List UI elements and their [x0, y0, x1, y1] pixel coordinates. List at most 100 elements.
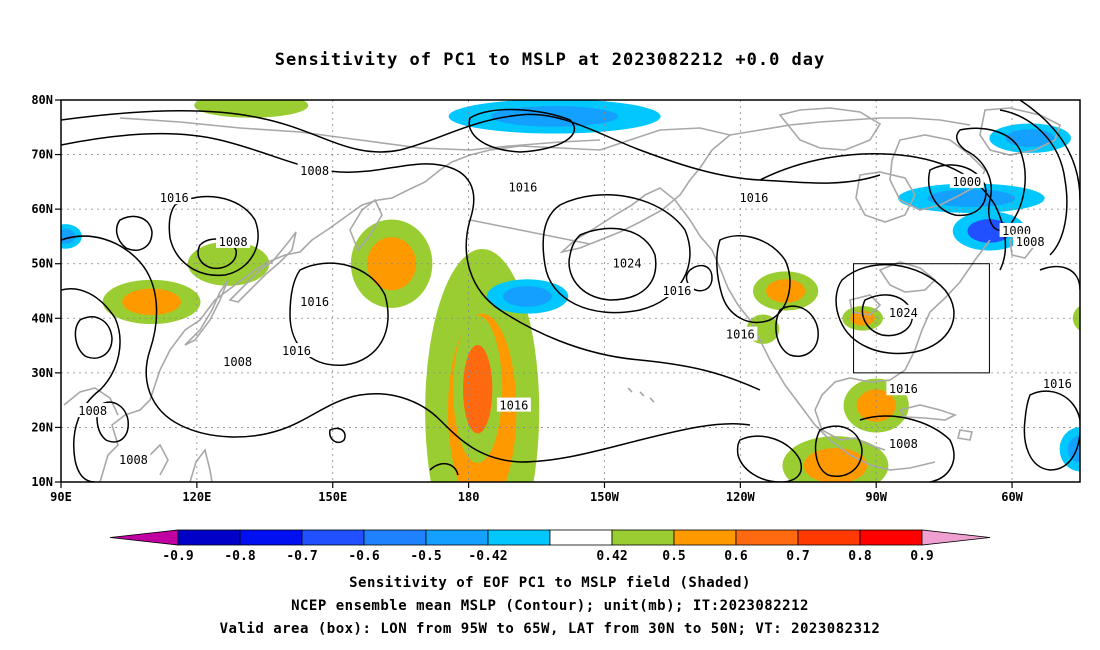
lon-label: 150W — [590, 490, 620, 504]
contour-label-bg — [279, 343, 314, 358]
contour-label: 1016 — [726, 328, 755, 342]
shading-blob — [1067, 436, 1080, 463]
colorbar-segment — [611, 529, 675, 546]
colorbar-label: 0.7 — [786, 549, 809, 564]
contour-label-bg — [949, 173, 984, 188]
caption-line-1: Sensitivity of EOF PC1 to MSLP field (Sh… — [349, 575, 751, 591]
shading-blob — [753, 320, 773, 339]
contour-label-bg — [736, 190, 771, 205]
caption-line-2: NCEP ensemble mean MSLP (Contour); unit(… — [291, 598, 809, 614]
contour-label: 1008 — [889, 437, 918, 451]
coastlines — [63, 107, 1061, 482]
colorbar-label: 0.42 — [596, 549, 627, 564]
contour-label: 1008 — [119, 453, 148, 467]
colorbar-segment — [363, 529, 427, 546]
colorbar-high-arrow — [921, 529, 991, 546]
colorbar-label: 0.6 — [724, 549, 748, 564]
contour-label: 1008 — [300, 164, 329, 178]
contour-label-bg — [723, 326, 758, 341]
map-frame — [60, 99, 1081, 483]
contour-label: 1016 — [739, 191, 768, 205]
contour-label: 1016 — [508, 180, 537, 194]
shading-blob — [1079, 314, 1080, 322]
lat-label: 20N — [31, 420, 53, 434]
axis-ticks — [55, 99, 1013, 488]
contour-label-bg — [1013, 233, 1048, 248]
contour-label-layer: 1008101610161016100010001008100810241016… — [75, 162, 1075, 467]
colorbar-segment — [735, 529, 799, 546]
chart-title: Sensitivity of PC1 to MSLP at 2023082212… — [274, 50, 826, 70]
shading-blob — [216, 100, 286, 113]
colorbar-label: -0.6 — [348, 549, 379, 564]
contour-label-bg — [496, 397, 531, 412]
lon-label: 60W — [1001, 490, 1023, 504]
lon-label: 120W — [726, 490, 756, 504]
colorbar-segment — [859, 529, 923, 546]
colorbar-label: -0.5 — [410, 549, 441, 564]
colorbar-segment — [239, 529, 303, 546]
contour-label-bg — [297, 293, 332, 308]
colorbar-segment — [549, 529, 613, 546]
shading-blob — [766, 279, 806, 303]
contour-label: 1016 — [1043, 377, 1072, 391]
lat-label: 10N — [31, 475, 53, 489]
shading-blob — [856, 389, 896, 422]
contour-label-bg — [75, 403, 110, 418]
colorbar-segment — [487, 529, 551, 546]
colorbar-label: 0.9 — [910, 549, 933, 564]
contour-label-bg — [886, 304, 921, 319]
colorbar-label: -0.8 — [224, 549, 255, 564]
shading-blob — [204, 250, 254, 277]
colorbar: -0.9 -0.8 -0.7 -0.6 -0.5 -0.42 0.42 0.5 0.6 0.7 0.… — [109, 529, 991, 564]
lon-label: 150E — [318, 490, 347, 504]
colorbar-label: -0.7 — [286, 549, 317, 564]
contour-label: 1016 — [160, 191, 189, 205]
shading-blob — [503, 286, 552, 307]
contour-label-bg — [1040, 375, 1075, 390]
lat-label: 30N — [31, 366, 53, 380]
contour-label: 1016 — [662, 284, 691, 298]
contour-label: 1008 — [223, 355, 252, 369]
contour-label: 1016 — [282, 344, 311, 358]
contour-label-bg — [157, 190, 192, 205]
contour-label-bg — [297, 162, 332, 177]
colorbar-label: -0.42 — [468, 549, 507, 564]
lon-label: 90W — [865, 490, 887, 504]
contour-label: 1008 — [1016, 235, 1045, 249]
shading-blob — [462, 345, 493, 434]
lon-label: 90E — [50, 490, 72, 504]
lat-label: 80N — [31, 93, 53, 107]
colorbar-low-arrow — [109, 529, 179, 546]
contour-label-bg — [505, 179, 540, 194]
lon-label: 120E — [182, 490, 211, 504]
valid-area-box — [853, 263, 990, 374]
contour-label: 1008 — [78, 404, 107, 418]
contour-label-bg — [610, 255, 645, 270]
contour-label-bg — [659, 283, 694, 297]
contour-label: 1016 — [499, 399, 528, 413]
contour-label-bg — [220, 353, 255, 368]
contour-label-bg — [999, 222, 1034, 237]
shading-blob — [61, 229, 76, 244]
colorbar-segment — [301, 529, 365, 546]
shading-blob — [122, 288, 181, 316]
colorbar-segment — [673, 529, 737, 546]
colorbar-segment — [425, 529, 489, 546]
lon-label: 180 — [458, 490, 480, 504]
contour-label: 1008 — [219, 235, 248, 249]
colorbar-label: 0.8 — [848, 549, 872, 564]
caption-line-3: Valid area (box): LON from 95W to 65W, L… — [219, 621, 881, 637]
colorbar-label: 0.5 — [662, 549, 685, 564]
contour-label: 1016 — [889, 382, 918, 396]
contour-label-bg — [886, 381, 921, 396]
colorbar-segment — [797, 529, 861, 546]
contour-label-bg — [886, 435, 921, 450]
lat-label: 50N — [31, 257, 53, 271]
colorbar-label: -0.9 — [162, 549, 193, 564]
shading-blob — [491, 106, 619, 127]
contour-label-bg — [216, 233, 251, 248]
lat-label: 70N — [31, 148, 53, 162]
contour-label: 1016 — [300, 295, 329, 309]
